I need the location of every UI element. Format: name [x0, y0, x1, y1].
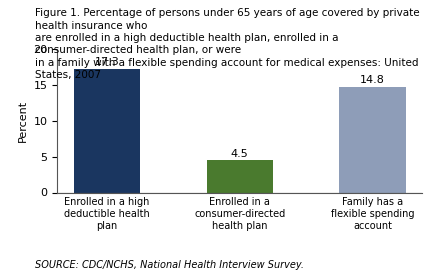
Text: Figure 1. Percentage of persons under 65 years of age covered by private health : Figure 1. Percentage of persons under 65… [35, 8, 420, 80]
Bar [74, 69, 140, 192]
Text: 4.5: 4.5 [231, 149, 249, 159]
Text: SOURCE: CDC/NCHS, National Health Interview Survey.: SOURCE: CDC/NCHS, National Health Interv… [35, 260, 304, 270]
Y-axis label: Percent: Percent [18, 100, 28, 142]
Text: 17.3: 17.3 [95, 57, 119, 67]
Bar [339, 87, 406, 192]
Text: 14.8: 14.8 [360, 75, 385, 85]
Bar [207, 160, 273, 192]
